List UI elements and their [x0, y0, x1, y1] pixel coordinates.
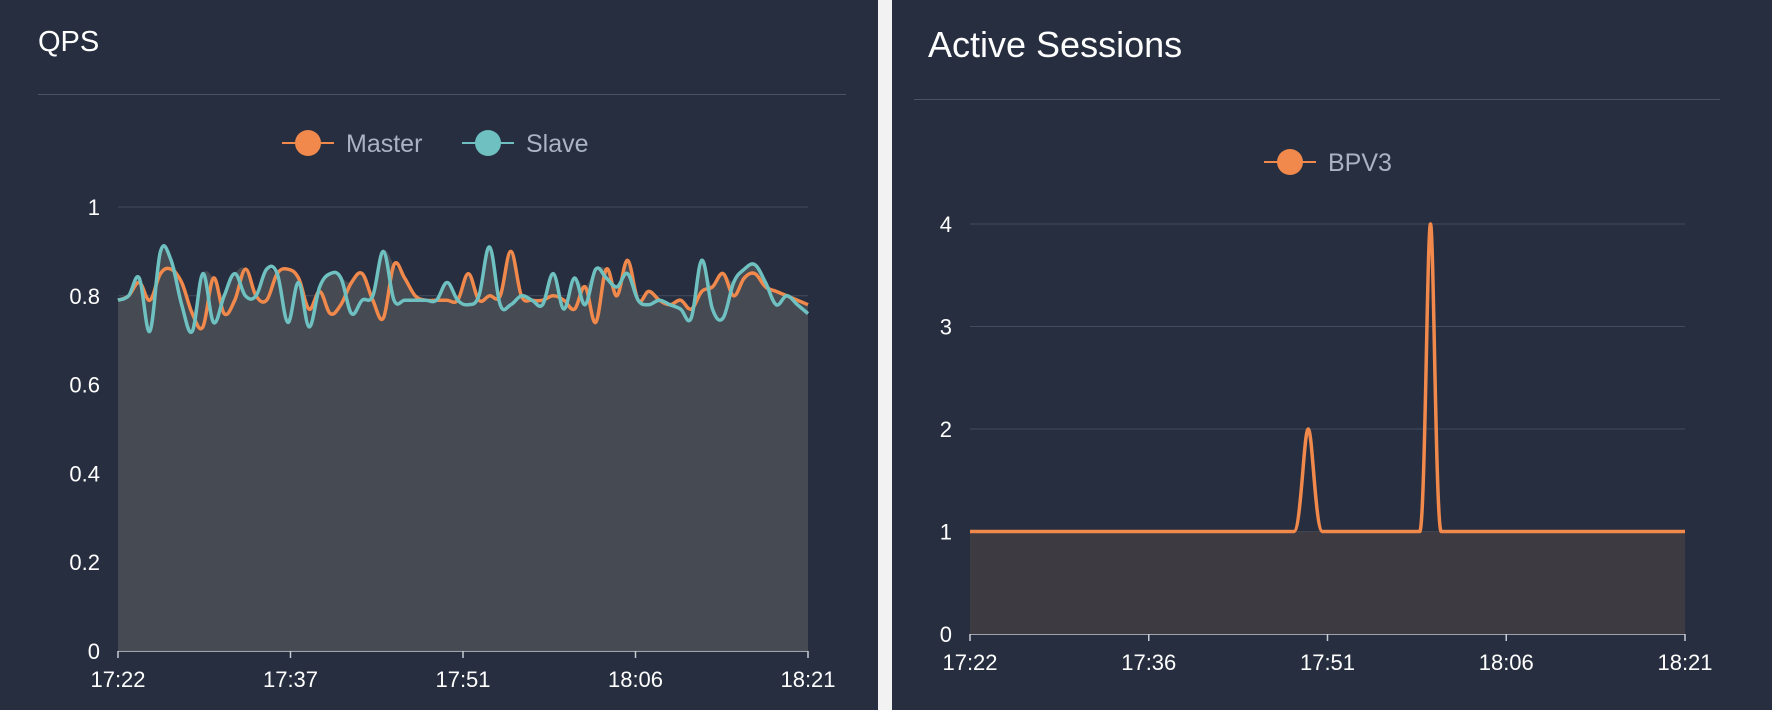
- qps-x-tick-label: 18:06: [608, 667, 663, 692]
- sessions-y-tick-label: 4: [940, 212, 952, 237]
- sessions-x-tick-label: 18:06: [1479, 650, 1534, 675]
- qps-x-tick-label: 18:21: [780, 667, 835, 692]
- active-sessions-panel: Active Sessions 0 1 2 3 4 17:22 17:36 17:51 18:0…: [892, 0, 1772, 710]
- sessions-y-tick-label: 1: [940, 520, 952, 545]
- sessions-y-tick-label: 0: [940, 622, 952, 647]
- sessions-x-tick-label: 17:36: [1121, 650, 1176, 675]
- active-sessions-title-divider: [914, 99, 1720, 100]
- qps-y-tick-label: 0.8: [69, 284, 100, 309]
- qps-panel: QPS 0 0.2 0.4 0.6 0.8 1 17:22 17:37 17:51 18:06 18…: [0, 0, 878, 710]
- sessions-x-tick-label: 17:22: [942, 650, 997, 675]
- active-sessions-chart: 0 1 2 3 4 17:22 17:36 17:51 18:06 18:21 BPV3: [940, 149, 1713, 675]
- qps-legend-marker: [475, 130, 501, 156]
- qps-y-tick-label: 1: [88, 195, 100, 220]
- qps-chart: 0 0.2 0.4 0.6 0.8 1 17:22 17:37 17:51 18:06 18:21 M…: [69, 130, 836, 692]
- qps-x-tick-label: 17:22: [90, 667, 145, 692]
- sessions-x-tick-label: 17:51: [1300, 650, 1355, 675]
- sessions-area-fill: [970, 531, 1685, 634]
- sessions-legend-label: BPV3: [1328, 149, 1392, 177]
- qps-y-tick-label: 0.4: [69, 461, 100, 486]
- qps-y-tick-label: 0.2: [69, 550, 100, 575]
- sessions-x-tick-label: 18:21: [1657, 650, 1712, 675]
- sessions-y-tick-label: 3: [940, 315, 952, 340]
- qps-legend-label: Slave: [526, 130, 589, 158]
- qps-legend-label: Master: [346, 130, 422, 158]
- qps-x-tick-label: 17:37: [263, 667, 318, 692]
- active-sessions-chart-title: Active Sessions: [928, 24, 1183, 65]
- qps-x-tick-label: 17:51: [435, 667, 490, 692]
- sessions-series-line-bpv3: [970, 222, 1685, 534]
- qps-title-divider: [38, 94, 846, 95]
- qps-series-line-slave: [117, 244, 810, 335]
- qps-y-tick-label: 0: [88, 639, 100, 664]
- sessions-legend-marker: [1277, 149, 1303, 175]
- qps-legend-marker: [295, 130, 321, 156]
- qps-area-fill: [118, 247, 808, 651]
- qps-y-tick-label: 0.6: [69, 373, 100, 398]
- qps-chart-title: QPS: [38, 26, 100, 58]
- sessions-y-tick-label: 2: [940, 417, 952, 442]
